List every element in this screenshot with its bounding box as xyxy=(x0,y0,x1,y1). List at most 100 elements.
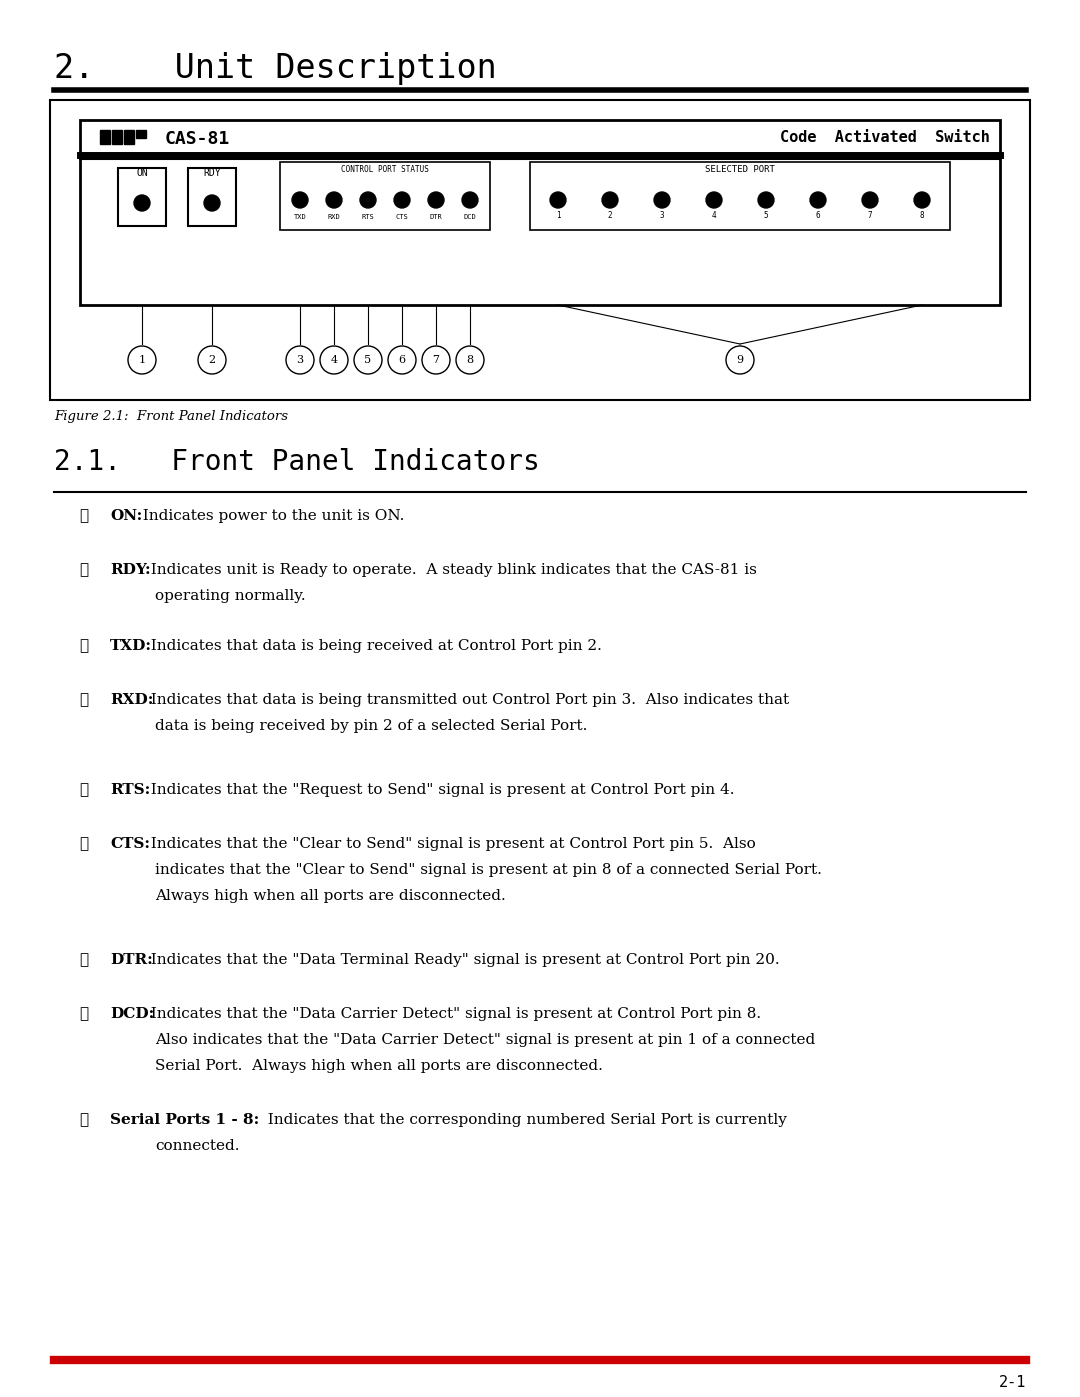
Text: ⑦: ⑦ xyxy=(80,953,89,967)
Bar xyxy=(100,130,110,144)
Circle shape xyxy=(462,191,478,208)
Text: Code  Activated  Switch: Code Activated Switch xyxy=(780,130,990,145)
Circle shape xyxy=(758,191,774,208)
Circle shape xyxy=(602,191,618,208)
Bar xyxy=(118,168,166,226)
Circle shape xyxy=(862,191,878,208)
Circle shape xyxy=(388,346,416,374)
Circle shape xyxy=(394,191,410,208)
Text: 4: 4 xyxy=(712,211,716,219)
Text: 6: 6 xyxy=(399,355,406,365)
Circle shape xyxy=(134,196,150,211)
Text: Indicates power to the unit is ON.: Indicates power to the unit is ON. xyxy=(134,509,405,522)
Bar xyxy=(136,130,146,138)
Text: Indicates that the "Clear to Send" signal is present at Control Port pin 5.  Als: Indicates that the "Clear to Send" signa… xyxy=(141,837,756,851)
Circle shape xyxy=(914,191,930,208)
Circle shape xyxy=(428,191,444,208)
Text: SELECTED PORT: SELECTED PORT xyxy=(705,165,775,175)
Text: Indicates that the "Data Terminal Ready" signal is present at Control Port pin 2: Indicates that the "Data Terminal Ready"… xyxy=(141,953,780,967)
Text: Indicates that data is being transmitted out Control Port pin 3.  Also indicates: Indicates that data is being transmitted… xyxy=(141,693,789,707)
Text: RXD:: RXD: xyxy=(110,693,153,707)
Text: ④: ④ xyxy=(80,693,89,707)
Text: RTS: RTS xyxy=(362,214,375,219)
Text: CAS-81: CAS-81 xyxy=(165,130,230,148)
Text: 7: 7 xyxy=(867,211,873,219)
Text: ⑨: ⑨ xyxy=(80,1113,89,1127)
Text: Indicates unit is Ready to operate.  A steady blink indicates that the CAS-81 is: Indicates unit is Ready to operate. A st… xyxy=(141,563,757,577)
Text: 5: 5 xyxy=(764,211,768,219)
Text: ⑥: ⑥ xyxy=(80,837,89,851)
Text: Also indicates that the "Data Carrier Detect" signal is present at pin 1 of a co: Also indicates that the "Data Carrier De… xyxy=(156,1032,815,1046)
Text: 2.    Unit Description: 2. Unit Description xyxy=(54,52,497,85)
Bar xyxy=(530,162,950,231)
Text: 2: 2 xyxy=(608,211,612,219)
Circle shape xyxy=(326,191,342,208)
Text: 3: 3 xyxy=(296,355,303,365)
Circle shape xyxy=(204,196,220,211)
Text: 3: 3 xyxy=(660,211,664,219)
Circle shape xyxy=(706,191,723,208)
Circle shape xyxy=(354,346,382,374)
Text: Indicates that the "Request to Send" signal is present at Control Port pin 4.: Indicates that the "Request to Send" sig… xyxy=(141,782,734,798)
Text: 1: 1 xyxy=(138,355,146,365)
Text: RDY: RDY xyxy=(203,168,220,177)
Text: Indicates that the corresponding numbered Serial Port is currently: Indicates that the corresponding numbere… xyxy=(258,1113,787,1127)
Text: 8: 8 xyxy=(920,211,924,219)
Circle shape xyxy=(810,191,826,208)
Bar xyxy=(124,130,134,144)
Text: 5: 5 xyxy=(364,355,372,365)
Text: 8: 8 xyxy=(467,355,473,365)
Text: ③: ③ xyxy=(80,638,89,652)
Circle shape xyxy=(286,346,314,374)
Text: TXD: TXD xyxy=(294,214,307,219)
Text: 6: 6 xyxy=(815,211,821,219)
Text: ②: ② xyxy=(80,563,89,577)
Text: DCD:: DCD: xyxy=(110,1007,154,1021)
Text: ON:: ON: xyxy=(110,509,143,522)
Text: 2.1.   Front Panel Indicators: 2.1. Front Panel Indicators xyxy=(54,448,540,476)
Circle shape xyxy=(550,191,566,208)
Circle shape xyxy=(320,346,348,374)
Text: 1: 1 xyxy=(556,211,561,219)
Text: ON: ON xyxy=(136,168,148,177)
Circle shape xyxy=(129,346,156,374)
Text: 2-1: 2-1 xyxy=(999,1375,1026,1390)
Bar xyxy=(188,168,237,226)
Text: RDY:: RDY: xyxy=(110,563,150,577)
Text: operating normally.: operating normally. xyxy=(156,590,306,604)
Text: 4: 4 xyxy=(330,355,338,365)
Text: Indicates that data is being received at Control Port pin 2.: Indicates that data is being received at… xyxy=(141,638,602,652)
Text: data is being received by pin 2 of a selected Serial Port.: data is being received by pin 2 of a sel… xyxy=(156,719,588,733)
Text: 7: 7 xyxy=(432,355,440,365)
Bar xyxy=(280,162,490,231)
Text: Serial Ports 1 - 8:: Serial Ports 1 - 8: xyxy=(110,1113,259,1127)
Circle shape xyxy=(198,346,226,374)
Text: CTS:: CTS: xyxy=(110,837,150,851)
Text: 9: 9 xyxy=(737,355,743,365)
Text: Indicates that the "Data Carrier Detect" signal is present at Control Port pin 8: Indicates that the "Data Carrier Detect"… xyxy=(141,1007,761,1021)
Text: DTR:: DTR: xyxy=(110,953,152,967)
Text: ⑤: ⑤ xyxy=(80,782,89,798)
Circle shape xyxy=(422,346,450,374)
Bar xyxy=(112,130,122,144)
Bar xyxy=(50,101,1030,400)
Circle shape xyxy=(292,191,308,208)
Circle shape xyxy=(726,346,754,374)
Text: Always high when all ports are disconnected.: Always high when all ports are disconnec… xyxy=(156,888,505,902)
Circle shape xyxy=(654,191,670,208)
Text: CONTROL PORT STATUS: CONTROL PORT STATUS xyxy=(341,165,429,175)
Text: TXD:: TXD: xyxy=(110,638,152,652)
Circle shape xyxy=(360,191,376,208)
Bar xyxy=(80,120,1000,305)
Text: Figure 2.1:  Front Panel Indicators: Figure 2.1: Front Panel Indicators xyxy=(54,409,288,423)
Text: CTS: CTS xyxy=(395,214,408,219)
Text: DCD: DCD xyxy=(463,214,476,219)
Circle shape xyxy=(456,346,484,374)
Text: 2: 2 xyxy=(208,355,216,365)
Text: DTR: DTR xyxy=(430,214,443,219)
Text: ⑧: ⑧ xyxy=(80,1007,89,1021)
Text: ①: ① xyxy=(80,509,89,522)
Text: Serial Port.  Always high when all ports are disconnected.: Serial Port. Always high when all ports … xyxy=(156,1059,603,1073)
Text: RXD: RXD xyxy=(327,214,340,219)
Text: connected.: connected. xyxy=(156,1139,240,1153)
